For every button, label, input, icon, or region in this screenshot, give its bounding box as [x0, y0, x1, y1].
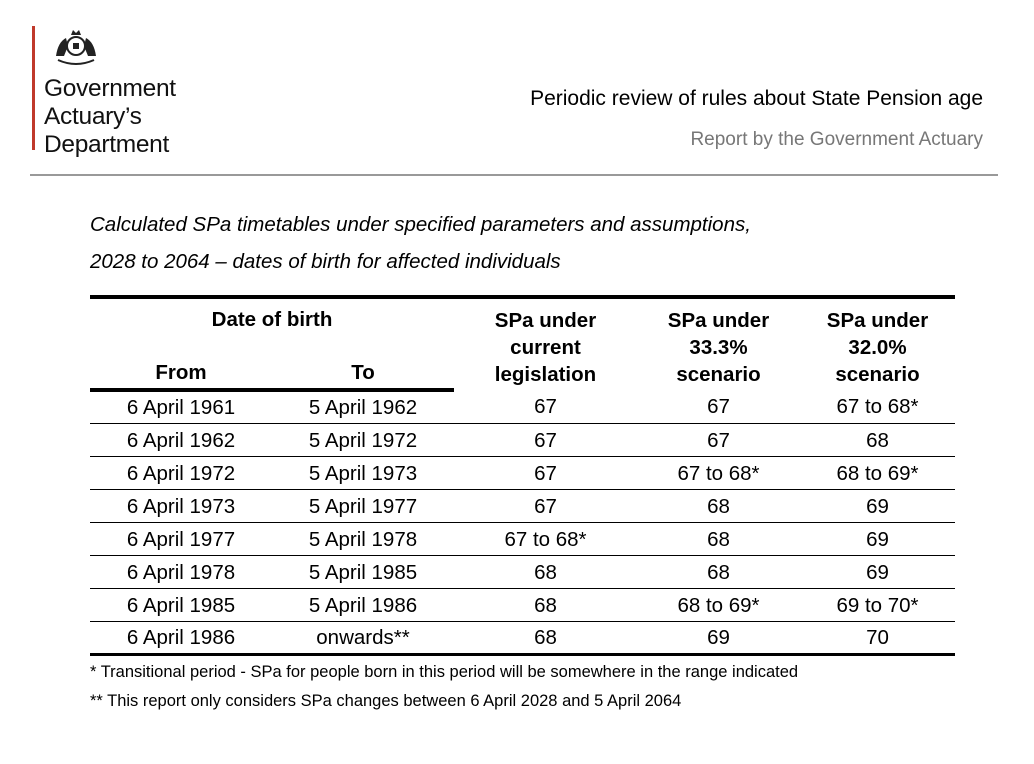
table-cell: onwards**	[272, 621, 454, 656]
table-cell: 6 April 1986	[90, 621, 272, 656]
col-header-from: From	[90, 336, 272, 392]
table-row: 6 April 1972 5 April 1973 67 67 to 68* 68 to…	[90, 456, 955, 490]
table-row: 6 April 1985 5 April 1986 68 68 to 69* 69 to…	[90, 588, 955, 622]
table-cell: 67 to 68*	[637, 456, 800, 490]
table-cell: 67 to 68*	[454, 522, 637, 556]
logo-line: Actuary’s	[44, 103, 142, 130]
table-cell: 6 April 1973	[90, 489, 272, 523]
table-cell: 69	[800, 489, 955, 523]
table-cell: 69	[800, 522, 955, 556]
caption-line: 2028 to 2064 – dates of birth for affect…	[90, 250, 561, 273]
table-cell: 6 April 1985	[90, 588, 272, 622]
table-cell: 6 April 1961	[90, 390, 272, 424]
table-cell: 68	[454, 588, 637, 622]
spa-timetable: Date of birth SPa under current legislat…	[90, 295, 955, 656]
table-cell: 68	[800, 423, 955, 457]
table-cell: 5 April 1972	[272, 423, 454, 457]
table-row: 6 April 1986 onwards** 68 69 70	[90, 621, 955, 656]
table-cell: 67	[454, 390, 637, 424]
table-cell: 68	[637, 489, 800, 523]
table-cell: 68	[454, 555, 637, 589]
table-cell: 6 April 1972	[90, 456, 272, 490]
table-cell: 70	[800, 621, 955, 656]
logo-line: Department	[44, 131, 170, 158]
table-cell: 68 to 69*	[637, 588, 800, 622]
table-cell: 68	[637, 555, 800, 589]
table-row: 6 April 1961 5 April 1962 67 67 67 to 68*	[90, 390, 955, 424]
caption-line: Calculated SPa timetables under specifie…	[90, 213, 751, 236]
col-header-to: To	[272, 336, 454, 392]
table-cell: 5 April 1978	[272, 522, 454, 556]
table-row: 6 April 1973 5 April 1977 67 68 69	[90, 489, 955, 523]
table-cell: 69	[637, 621, 800, 656]
footnote: ** This report only considers SPa change…	[90, 692, 682, 710]
table-cell: 5 April 1986	[272, 588, 454, 622]
table-cell: 6 April 1977	[90, 522, 272, 556]
table-cell: 67 to 68*	[800, 390, 955, 424]
table-cell: 68	[637, 522, 800, 556]
col-header-current: SPa under current legislation	[454, 295, 637, 390]
header-divider	[30, 174, 998, 176]
report-subtitle: Report by the Government Actuary	[690, 129, 983, 150]
table-cell: 67	[454, 423, 637, 457]
table-row: 6 April 1977 5 April 1978 67 to 68* 68 69	[90, 522, 955, 556]
footnote: * Transitional period - SPa for people b…	[90, 663, 799, 681]
col-header-33: SPa under 33.3% scenario	[637, 295, 800, 390]
footnotes: * Transitional period - SPa for people b…	[90, 658, 798, 716]
table-cell: 69 to 70*	[800, 588, 955, 622]
royal-crest-icon	[56, 30, 96, 65]
table-cell: 5 April 1977	[272, 489, 454, 523]
table-cell: 6 April 1978	[90, 555, 272, 589]
report-title: Periodic review of rules about State Pen…	[530, 87, 983, 110]
logo-line: Government	[44, 75, 176, 102]
gad-logo: Government Actuary’s Department	[32, 26, 176, 158]
table-cell: 67	[637, 423, 800, 457]
table-cell: 67	[454, 489, 637, 523]
table-caption: Calculated SPa timetables under specifie…	[90, 206, 751, 280]
table-cell: 67	[454, 456, 637, 490]
table-row: 6 April 1978 5 April 1985 68 68 69	[90, 555, 955, 589]
table-cell: 68 to 69*	[800, 456, 955, 490]
date-of-birth-header: Date of birth	[90, 295, 454, 336]
table-cell: 68	[454, 621, 637, 656]
col-header-32: SPa under 32.0% scenario	[800, 295, 955, 390]
table-cell: 69	[800, 555, 955, 589]
table-cell: 5 April 1962	[272, 390, 454, 424]
table-row: 6 April 1962 5 April 1972 67 67 68	[90, 423, 955, 457]
table-cell: 5 April 1973	[272, 456, 454, 490]
table-cell: 67	[637, 390, 800, 424]
table-cell: 5 April 1985	[272, 555, 454, 589]
table-cell: 6 April 1962	[90, 423, 272, 457]
